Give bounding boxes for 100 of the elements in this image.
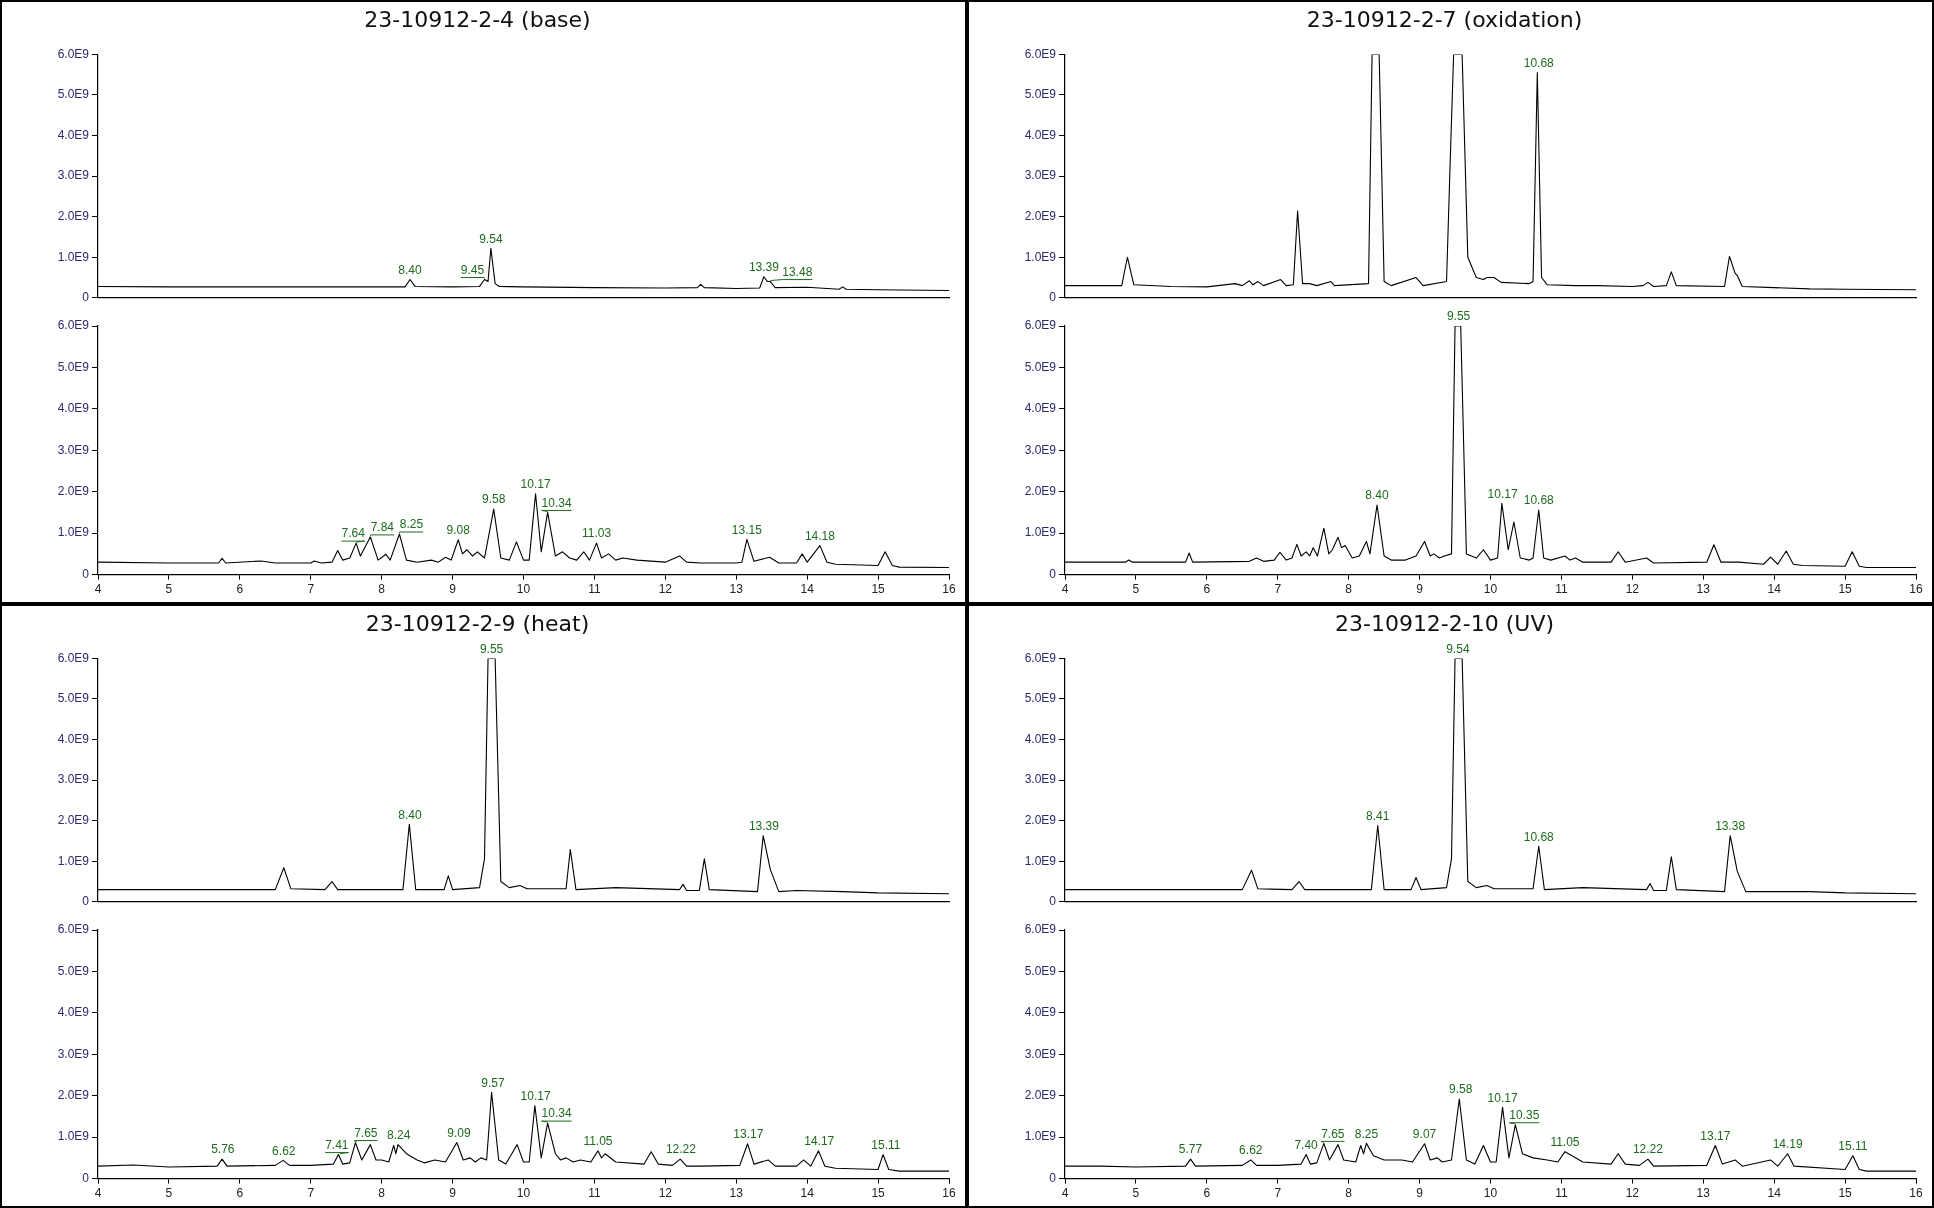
x-tick-label: 16 [1909, 582, 1923, 597]
x-tick-label: 10 [1483, 582, 1498, 597]
x-tick-label: 15 [871, 582, 886, 597]
y-tick-label: 1.0E9 [1024, 1129, 1057, 1144]
annotation: 11.05 [1550, 1134, 1580, 1149]
x-tick-label: 12 [1625, 582, 1640, 597]
x-tick-label: 7 [1274, 1186, 1282, 1201]
y-tick-label: 3.0E9 [57, 168, 90, 183]
y-tick-label: 1.0E9 [1024, 525, 1057, 540]
y-tick-label: 6.0E9 [57, 318, 90, 333]
y-tick-label: 2.0E9 [1024, 484, 1057, 499]
annotation: 10.68 [1523, 829, 1555, 844]
annotation: 13.15 [731, 522, 763, 537]
x-tick-label: 14 [1767, 1186, 1782, 1201]
annotation: 9.54 [479, 231, 503, 246]
y-tick-label: 1.0E9 [57, 249, 90, 264]
annotation: 9.55 [479, 641, 504, 656]
y-tick-label: 4.0E9 [57, 1005, 90, 1020]
x-tick-label: 9 [449, 1186, 457, 1201]
x-tick-label: 12 [1625, 1186, 1640, 1201]
chart-title: 23-10912-2-7 (oxidation) [1306, 6, 1583, 32]
y-tick-label: 6.0E9 [57, 46, 90, 61]
y-tick-label: 5.0E9 [1024, 963, 1057, 978]
annotation: 8.40 [398, 262, 423, 277]
x-tick-label: 5 [165, 582, 173, 597]
x-tick-label: 4 [1061, 1186, 1069, 1201]
y-tick-label: 1.0E9 [57, 853, 90, 868]
annotation: 14.18 [804, 528, 836, 543]
x-tick-label: 11 [588, 582, 601, 597]
x-tick-label: 7 [1274, 582, 1282, 597]
annotation: 13.48 [782, 264, 813, 279]
y-tick-label: 5.0E9 [57, 359, 90, 374]
annotation: 7.64 [341, 526, 366, 541]
y-tick-label: 6.0E9 [57, 650, 90, 665]
annotation: 9.55 [1446, 309, 1471, 324]
y-tick-label: 3.0E9 [57, 772, 90, 787]
y-tick-label: 5.0E9 [57, 691, 90, 706]
x-tick-label: 4 [1061, 582, 1069, 597]
x-tick-label: 7 [307, 582, 315, 597]
x-tick-label: 4 [94, 1186, 102, 1201]
annotation: 11.03 [581, 526, 612, 541]
x-tick-label: 5 [1132, 1186, 1140, 1201]
x-tick-label: 11 [1555, 582, 1568, 597]
chart-title: 23-10912-2-9 (heat) [365, 610, 590, 636]
x-tick-label: 8 [1345, 1186, 1353, 1201]
x-tick-label: 16 [942, 1186, 956, 1201]
y-tick-label: 1.0E9 [1024, 249, 1057, 264]
y-tick-label: 0 [82, 566, 90, 581]
x-tick-label: 11 [588, 1186, 601, 1201]
chart-title: 23-10912-2-10 (UV) [1334, 610, 1555, 636]
annotation: 13.17 [733, 1127, 764, 1142]
annotation: 6.62 [1239, 1143, 1263, 1158]
y-tick-label: 6.0E9 [1024, 318, 1057, 333]
x-tick-label: 15 [1838, 582, 1853, 597]
x-tick-label: 11 [1555, 1186, 1568, 1201]
x-tick-label: 6 [236, 1186, 244, 1201]
x-tick-label: 15 [871, 1186, 886, 1201]
annotation: 13.39 [748, 818, 780, 833]
annotation: 7.41 [325, 1137, 349, 1152]
x-tick-label: 5 [1132, 582, 1140, 597]
x-tick-label: 10 [1483, 1186, 1498, 1201]
y-tick-label: 1.0E9 [57, 525, 90, 540]
x-tick-label: 13 [1696, 1186, 1711, 1201]
annotation: 8.25 [1354, 1126, 1379, 1141]
annotation: 9.57 [481, 1075, 506, 1090]
annotation: 5.76 [211, 1142, 235, 1157]
y-tick-label: 4.0E9 [1024, 401, 1057, 416]
x-tick-label: 8 [378, 582, 386, 597]
y-tick-label: 4.0E9 [1024, 127, 1057, 142]
y-tick-label: 0 [82, 290, 90, 305]
annotation: 10.34 [541, 495, 572, 510]
annotation: 10.35 [1509, 1108, 1540, 1123]
x-tick-label: 6 [236, 582, 244, 597]
annotation: 8.40 [1365, 488, 1390, 503]
annotation: 7.65 [1321, 1126, 1345, 1141]
y-tick-label: 6.0E9 [1024, 46, 1057, 61]
x-tick-label: 9 [449, 582, 457, 597]
x-tick-label: 16 [942, 582, 956, 597]
annotation: 9.08 [446, 523, 471, 538]
y-tick-label: 5.0E9 [57, 963, 90, 978]
y-tick-label: 3.0E9 [57, 442, 90, 457]
annotation: 15.11 [1838, 1139, 1868, 1154]
x-tick-label: 16 [1909, 1186, 1923, 1201]
annotation: 10.17 [1487, 1090, 1518, 1105]
x-tick-label: 8 [378, 1186, 386, 1201]
annotation: 10.34 [541, 1106, 572, 1121]
y-tick-label: 3.0E9 [1024, 442, 1057, 457]
annotation: 12.22 [1632, 1142, 1664, 1157]
x-tick-label: 14 [800, 1186, 815, 1201]
y-tick-label: 6.0E9 [57, 922, 90, 937]
annotation: 10.17 [520, 477, 551, 492]
x-tick-label: 14 [1767, 582, 1782, 597]
annotation: 5.77 [1178, 1142, 1203, 1157]
annotation: 9.58 [482, 492, 506, 507]
annotation: 7.40 [1294, 1137, 1319, 1152]
y-tick-label: 4.0E9 [57, 731, 90, 746]
x-tick-label: 6 [1203, 582, 1211, 597]
y-tick-label: 6.0E9 [1024, 650, 1057, 665]
y-tick-label: 3.0E9 [1024, 1046, 1057, 1061]
annotation: 10.68 [1523, 55, 1555, 70]
